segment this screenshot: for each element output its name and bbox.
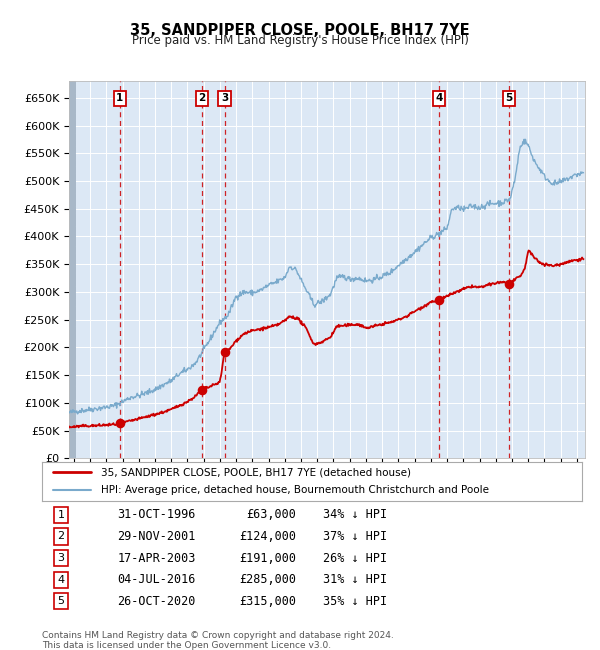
Text: 5: 5 [58, 596, 64, 606]
Text: 3: 3 [58, 553, 64, 563]
Text: 1: 1 [116, 93, 124, 103]
Bar [69, 81, 76, 458]
Text: 31-OCT-1996: 31-OCT-1996 [118, 508, 196, 521]
Text: HPI: Average price, detached house, Bournemouth Christchurch and Poole: HPI: Average price, detached house, Bour… [101, 486, 490, 495]
Text: 4: 4 [58, 575, 64, 585]
Text: 35% ↓ HPI: 35% ↓ HPI [323, 595, 387, 608]
Text: 26-OCT-2020: 26-OCT-2020 [118, 595, 196, 608]
Text: £315,000: £315,000 [239, 595, 296, 608]
Text: 35, SANDPIPER CLOSE, POOLE, BH17 7YE: 35, SANDPIPER CLOSE, POOLE, BH17 7YE [130, 23, 470, 38]
Text: £124,000: £124,000 [239, 530, 296, 543]
Point [220, 347, 229, 358]
Point [434, 295, 444, 306]
Text: 3: 3 [221, 93, 228, 103]
Text: 31% ↓ HPI: 31% ↓ HPI [323, 573, 387, 586]
Text: 34% ↓ HPI: 34% ↓ HPI [323, 508, 387, 521]
Text: 26% ↓ HPI: 26% ↓ HPI [323, 552, 387, 565]
Text: 04-JUL-2016: 04-JUL-2016 [118, 573, 196, 586]
Text: £63,000: £63,000 [246, 508, 296, 521]
Text: 35, SANDPIPER CLOSE, POOLE, BH17 7YE (detached house): 35, SANDPIPER CLOSE, POOLE, BH17 7YE (de… [101, 467, 412, 477]
Text: 1: 1 [58, 510, 64, 520]
Point [504, 278, 514, 289]
Point [115, 418, 125, 428]
Text: £191,000: £191,000 [239, 552, 296, 565]
Text: 17-APR-2003: 17-APR-2003 [118, 552, 196, 565]
Point [197, 384, 207, 395]
Text: 37% ↓ HPI: 37% ↓ HPI [323, 530, 387, 543]
Text: £285,000: £285,000 [239, 573, 296, 586]
Text: Price paid vs. HM Land Registry's House Price Index (HPI): Price paid vs. HM Land Registry's House … [131, 34, 469, 47]
Text: 29-NOV-2001: 29-NOV-2001 [118, 530, 196, 543]
Text: Contains HM Land Registry data © Crown copyright and database right 2024.
This d: Contains HM Land Registry data © Crown c… [42, 630, 394, 650]
Text: 5: 5 [505, 93, 512, 103]
Text: 2: 2 [58, 532, 64, 541]
Text: 2: 2 [199, 93, 206, 103]
Text: 4: 4 [435, 93, 443, 103]
